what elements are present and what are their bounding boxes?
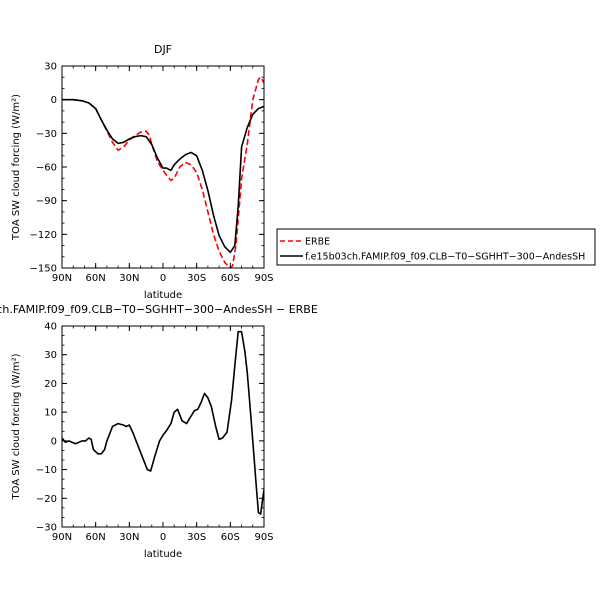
y-tick-label: 30 <box>44 350 57 361</box>
y-tick-label: −30 <box>36 523 57 534</box>
x-tick-label: 60N <box>86 532 106 543</box>
x-tick-label: 30S <box>187 273 206 284</box>
x-tick-label: 60S <box>221 532 240 543</box>
series-line-1 <box>62 76 264 268</box>
y-tick-label: 0 <box>51 95 57 106</box>
series-group <box>62 330 264 515</box>
panel-1: DJF 90N 60N 30N 0 30S 60S 90S 30 0 −30 −60 −90 −120 −1… <box>11 43 596 301</box>
x-tick-label: 30S <box>187 532 206 543</box>
y-tick-label: −10 <box>36 465 57 476</box>
y-tick-label: 40 <box>44 322 57 333</box>
x-tick-label: 30N <box>119 273 139 284</box>
y-tick-label: −120 <box>30 230 57 241</box>
legend-label-1: ERBE <box>305 237 330 248</box>
x-tick-label: 90S <box>254 273 273 284</box>
x-tick-label: 60S <box>221 273 240 284</box>
x-tick-label: 90N <box>52 532 72 543</box>
y-axis-title: TOA SW cloud forcing (W/m²) <box>11 94 22 241</box>
series-group <box>62 76 264 268</box>
y-tick-label: 30 <box>44 62 57 73</box>
x-tick-label: 0 <box>160 532 166 543</box>
y-tick-label: −90 <box>36 196 57 207</box>
chart-title: f.e15b03ch.FAMIP.f09_f09.CLB−T0−SGHHT−30… <box>0 303 318 316</box>
y-tick-label: −20 <box>36 494 57 505</box>
y-tick-label: 20 <box>44 379 57 390</box>
x-tick-label: 0 <box>160 273 166 284</box>
x-tick-label: 90N <box>52 273 72 284</box>
panel-2: f.e15b03ch.FAMIP.f09_f09.CLB−T0−SGHHT−30… <box>0 303 318 560</box>
y-tick-label: −30 <box>36 129 57 140</box>
plot-frame <box>61 325 265 528</box>
series-line-1 <box>62 330 264 515</box>
legend-box <box>276 228 596 266</box>
y-tick-label: 10 <box>44 408 57 419</box>
chart-title: DJF <box>154 43 172 56</box>
legend-label-2: f.e15b03ch.FAMIP.f09_f09.CLB−T0−SGHHT−30… <box>305 252 585 263</box>
x-axis-title: latitude <box>144 549 182 560</box>
x-axis-title: latitude <box>144 290 182 301</box>
series-line-2 <box>62 98 264 254</box>
y-tick-label: 0 <box>51 436 57 447</box>
legend: ERBE f.e15b03ch.FAMIP.f09_f09.CLB−T0−SGHH… <box>276 228 596 266</box>
x-tick-label: 90S <box>254 532 273 543</box>
y-tick-label: −150 <box>30 264 57 275</box>
y-tick-label: −60 <box>36 163 57 174</box>
x-tick-label: 60N <box>86 273 106 284</box>
x-tick-label: 30N <box>119 532 139 543</box>
y-axis-title: TOA SW cloud forcing (W/m²) <box>11 353 22 500</box>
